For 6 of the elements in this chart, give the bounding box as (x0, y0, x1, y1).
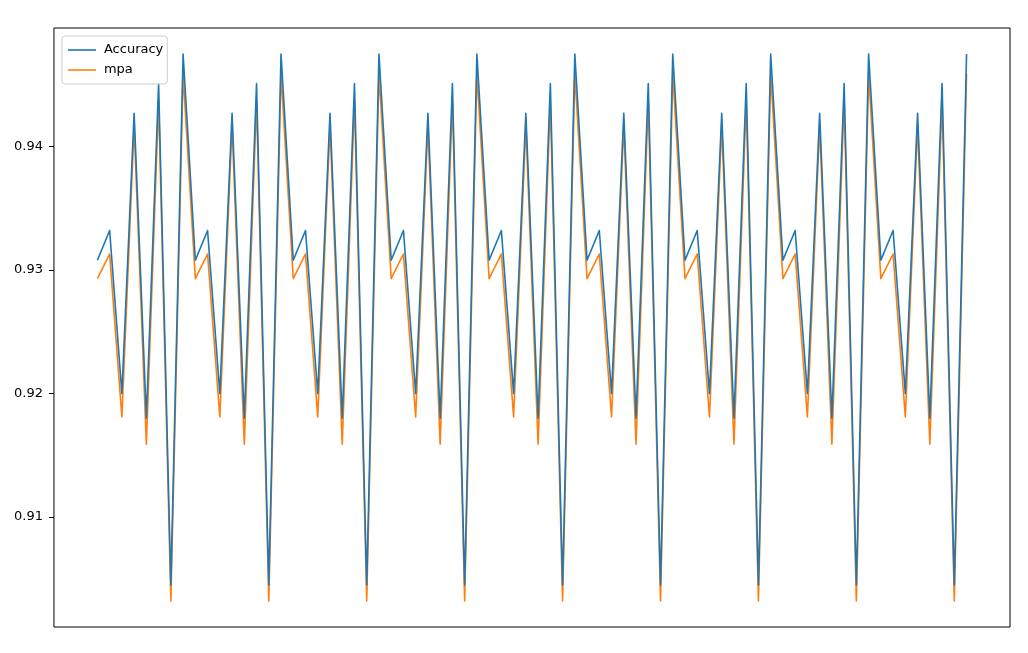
y-tick-label: 0.92 (13, 384, 43, 400)
legend-label: mpa (103, 61, 133, 77)
legend-label: Accuracy (103, 41, 164, 57)
y-tick-label: 0.93 (13, 261, 43, 277)
y-tick-label: 0.91 (13, 508, 43, 524)
y-tick-label: 0.94 (13, 137, 43, 153)
